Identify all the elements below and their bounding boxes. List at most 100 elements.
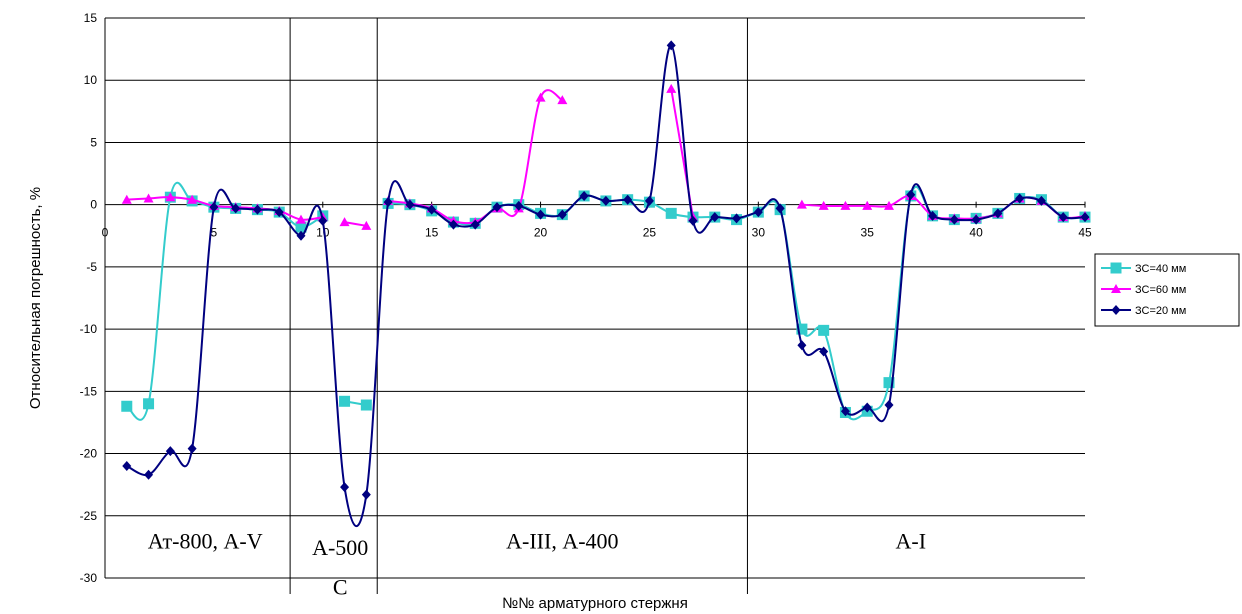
y-tick-label: 5 xyxy=(90,135,97,149)
marker-triangle xyxy=(187,194,198,204)
marker-triangle xyxy=(339,217,350,227)
marker-diamond xyxy=(274,207,284,218)
marker-diamond xyxy=(623,194,633,205)
region-label: А-500 xyxy=(312,535,368,560)
marker-diamond xyxy=(361,489,371,500)
marker-square xyxy=(796,323,808,335)
region-label: Ат-800, А-V xyxy=(148,529,263,554)
marker-diamond xyxy=(884,400,894,411)
marker-triangle xyxy=(296,214,306,224)
marker-square xyxy=(121,400,133,412)
marker-diamond xyxy=(971,214,981,225)
x-tick-label: 35 xyxy=(861,226,875,240)
marker-diamond xyxy=(753,207,763,218)
x-tick-label: 0 xyxy=(102,226,109,240)
x-tick-label: 25 xyxy=(643,226,657,240)
marker-diamond xyxy=(601,195,611,206)
legend-label: ЗС=60 мм xyxy=(1135,284,1186,296)
legend: ЗС=40 мм ЗС=60 мм ЗС=20 мм xyxy=(1094,253,1240,327)
marker-triangle xyxy=(818,200,829,210)
marker-diamond xyxy=(165,446,175,457)
y-tick-label: -25 xyxy=(80,509,98,523)
y-tick-label: 0 xyxy=(90,198,97,212)
y-axis-title: Относительная погрешность, % xyxy=(27,187,44,409)
marker-square xyxy=(665,207,677,219)
marker-diamond xyxy=(928,210,938,221)
y-tick-label: 15 xyxy=(84,11,98,25)
marker-diamond xyxy=(797,340,807,351)
region-label: А-III, А-400 xyxy=(506,529,618,554)
region-labels: Ат-800, А-V А-500 С А-III, А-400 А-I xyxy=(148,529,926,600)
marker-square xyxy=(883,377,895,389)
marker-triangle xyxy=(165,192,176,202)
marker-diamond xyxy=(340,482,350,493)
marker-diamond xyxy=(448,219,458,230)
marker-diamond xyxy=(405,199,415,210)
marker-diamond xyxy=(688,215,698,226)
x-axis-title: №№ арматурного стержня xyxy=(502,595,688,612)
marker-square xyxy=(295,221,307,233)
marker-diamond xyxy=(122,461,132,471)
marker-square xyxy=(360,399,372,411)
marker-diamond xyxy=(187,443,197,454)
marker-diamond xyxy=(906,189,916,200)
marker-diamond xyxy=(840,406,850,417)
marker-triangle xyxy=(862,200,873,210)
marker-diamond xyxy=(819,346,829,357)
marker-diamond xyxy=(732,213,742,224)
x-tick-label: 10 xyxy=(316,226,330,240)
legend-label: ЗС=40 мм xyxy=(1135,263,1186,275)
marker-diamond xyxy=(862,402,872,413)
marker-triangle xyxy=(666,83,677,93)
region-dividers xyxy=(289,18,748,594)
marker-diamond xyxy=(427,204,437,215)
region-label: С xyxy=(333,575,348,600)
x-tick-label: 15 xyxy=(425,226,439,240)
marker-diamond xyxy=(514,200,524,211)
marker-square xyxy=(818,324,830,336)
y-tick-label: 10 xyxy=(84,73,98,87)
series-diamond xyxy=(122,40,1090,528)
marker-diamond xyxy=(252,204,262,215)
grid xyxy=(104,17,1085,579)
y-tick-label: -30 xyxy=(80,571,98,585)
marker-diamond xyxy=(231,203,241,214)
marker-diamond xyxy=(1015,193,1025,204)
marker-diamond xyxy=(949,214,959,225)
marker-triangle xyxy=(143,193,154,203)
marker-diamond xyxy=(993,208,1003,219)
marker-diamond xyxy=(579,190,589,201)
marker-triangle xyxy=(557,95,568,105)
marker-diamond xyxy=(775,203,785,214)
x-tick-label: 40 xyxy=(969,226,983,240)
marker-diamond xyxy=(383,197,393,208)
x-tick-labels: 0 5 10 15 20 25 30 35 40 45 xyxy=(102,201,1092,240)
marker-diamond xyxy=(536,209,546,220)
x-tick-label: 20 xyxy=(534,226,548,240)
marker-diamond xyxy=(492,202,502,213)
marker-triangle xyxy=(840,200,851,210)
plot-area xyxy=(105,18,1085,578)
marker-diamond xyxy=(644,195,654,206)
marker-square xyxy=(339,395,351,407)
x-tick-label: 45 xyxy=(1078,226,1092,240)
y-tick-label: -10 xyxy=(80,322,98,336)
marker-diamond xyxy=(209,202,219,213)
y-tick-label: -20 xyxy=(80,447,98,461)
marker-diamond xyxy=(710,212,720,223)
series-group xyxy=(121,40,1091,528)
series-line xyxy=(126,44,1086,528)
series-line xyxy=(126,196,323,221)
y-tick-label: -5 xyxy=(86,260,97,274)
y-tick-labels: 15 10 5 0 -5 -10 -15 -20 -25 -30 xyxy=(80,11,98,585)
x-tick-label: 5 xyxy=(211,226,218,240)
marker-triangle xyxy=(361,220,372,230)
marker-diamond xyxy=(1080,212,1090,223)
marker-diamond xyxy=(1058,212,1068,223)
marker-diamond xyxy=(144,469,154,480)
x-tick-label: 30 xyxy=(752,226,766,240)
marker-diamond xyxy=(666,40,676,51)
region-label: А-I xyxy=(896,529,927,554)
marker-diamond xyxy=(1036,195,1046,206)
